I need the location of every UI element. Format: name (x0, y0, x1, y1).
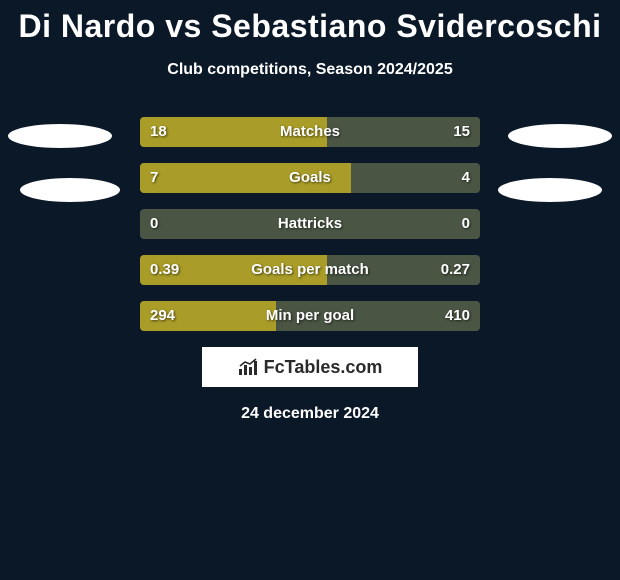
stat-value-left: 0.39 (150, 255, 179, 285)
stat-value-right: 15 (453, 117, 470, 147)
stat-bar-track (140, 117, 480, 147)
stat-bar-track (140, 209, 480, 239)
report-date: 24 december 2024 (0, 405, 620, 423)
stat-value-right: 0 (462, 209, 470, 239)
stats-comparison: 1815Matches74Goals00Hattricks0.390.27Goa… (0, 117, 620, 331)
stat-row: 00Hattricks (0, 209, 620, 239)
page-title: Di Nardo vs Sebastiano Svidercoschi (0, 0, 620, 45)
logo-suffix: Tables.com (285, 357, 383, 377)
stat-bar-track (140, 301, 480, 331)
stat-bar-track (140, 255, 480, 285)
stat-row: 294410Min per goal (0, 301, 620, 331)
stat-value-right: 410 (445, 301, 470, 331)
player-photo-placeholder (508, 124, 612, 148)
stat-value-left: 0 (150, 209, 158, 239)
stat-bar-right (351, 163, 480, 193)
stat-row: 0.390.27Goals per match (0, 255, 620, 285)
stat-bar-track (140, 163, 480, 193)
stat-value-right: 4 (462, 163, 470, 193)
stat-value-right: 0.27 (441, 255, 470, 285)
stat-value-left: 18 (150, 117, 167, 147)
chart-icon (238, 358, 260, 376)
player-photo-placeholder (498, 178, 602, 202)
player-photo-placeholder (20, 178, 120, 202)
stat-bar-left (140, 163, 351, 193)
subtitle: Club competitions, Season 2024/2025 (0, 61, 620, 79)
stat-value-left: 7 (150, 163, 158, 193)
stat-bar-left (140, 117, 327, 147)
stat-value-left: 294 (150, 301, 175, 331)
logo-prefix: Fc (264, 357, 285, 377)
fctables-logo: FcTables.com (202, 347, 418, 387)
player-photo-placeholder (8, 124, 112, 148)
